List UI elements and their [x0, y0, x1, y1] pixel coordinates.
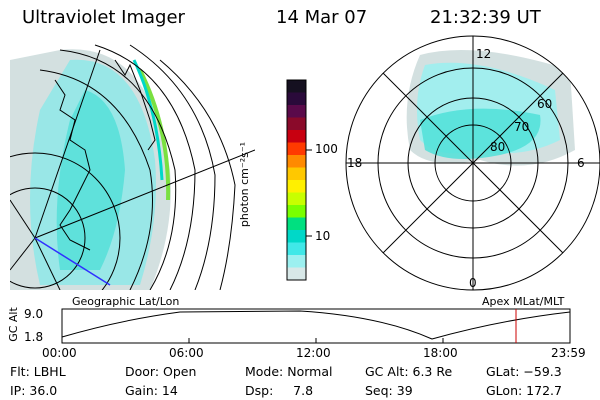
colorbar-segment — [287, 155, 306, 168]
status-ip: IP: 36.0 — [10, 383, 58, 398]
status-seq: Seq: 39 — [365, 383, 413, 398]
colorbar-segment — [287, 205, 306, 218]
polar-label: Apex MLat/MLT — [482, 295, 565, 308]
altitude-ytick-low: 1.8 — [24, 330, 44, 344]
colorbar-segment — [287, 242, 306, 256]
colorbar-segment — [287, 180, 306, 193]
altitude-ytick-high: 9.0 — [24, 307, 44, 321]
mlt-label-6: 6 — [577, 156, 585, 170]
colorbar — [286, 79, 307, 281]
colorbar-frame — [286, 79, 307, 281]
colorbar-segment — [287, 80, 306, 93]
altitude-ylabel: GC Alt — [6, 307, 20, 342]
altitude-curve — [61, 310, 571, 340]
colorbar-segment — [287, 167, 306, 181]
geographic-label: Geographic Lat/Lon — [72, 295, 180, 308]
status-gain: Gain: 14 — [125, 383, 178, 398]
status-dsp: Dsp: 7.8 — [245, 383, 314, 398]
mlt-label-12: 12 — [476, 47, 492, 61]
status-glon: GLon: 172.7 — [486, 383, 562, 398]
mlt-label-18: 18 — [347, 156, 363, 170]
colorbar-segment — [287, 130, 306, 143]
colorbar-segment — [287, 267, 306, 281]
status-door: Door: Open — [125, 364, 197, 379]
xtick-1200: 12:00 — [296, 346, 331, 360]
colorbar-segment — [287, 217, 306, 231]
mlat-label-70: 70 — [514, 120, 530, 134]
colorbar-segment — [287, 92, 306, 106]
status-gc-alt: GC Alt: 6.3 Re — [365, 364, 453, 379]
polar-grid — [345, 35, 600, 291]
colorbar-segment — [287, 105, 306, 118]
mlat-label-60: 60 — [537, 97, 553, 111]
xtick-1800: 18:00 — [423, 346, 458, 360]
mlat-label-80: 80 — [490, 140, 506, 154]
instrument-title: Ultraviolet Imager — [22, 7, 185, 28]
date-label: 14 Mar 07 — [276, 7, 368, 28]
colorbar-segment — [287, 192, 306, 206]
geographic-image — [10, 44, 255, 290]
status-mode: Mode: Normal — [245, 364, 333, 379]
status-glat: GLat: −59.3 — [486, 364, 562, 379]
xtick-0600: 06:00 — [169, 346, 204, 360]
colorbar-segment — [287, 142, 306, 156]
xtick-2359: 23:59 — [551, 346, 586, 360]
colorbar-segment — [287, 255, 306, 268]
status-filter: Flt: LBHL — [10, 364, 66, 379]
altitude-plot-frame — [61, 308, 571, 344]
colorbar-segment — [287, 117, 306, 131]
colorbar-segment — [287, 230, 306, 243]
colorbar-unit-label: photon cm⁻²s⁻¹ — [238, 141, 252, 228]
xtick-0000: 00:00 — [42, 346, 77, 360]
time-label: 21:32:39 UT — [430, 7, 541, 28]
colorbar-tick-10: 10 — [315, 229, 331, 243]
colorbar-tick-100: 100 — [315, 142, 338, 156]
mlt-label-0: 0 — [469, 276, 477, 290]
